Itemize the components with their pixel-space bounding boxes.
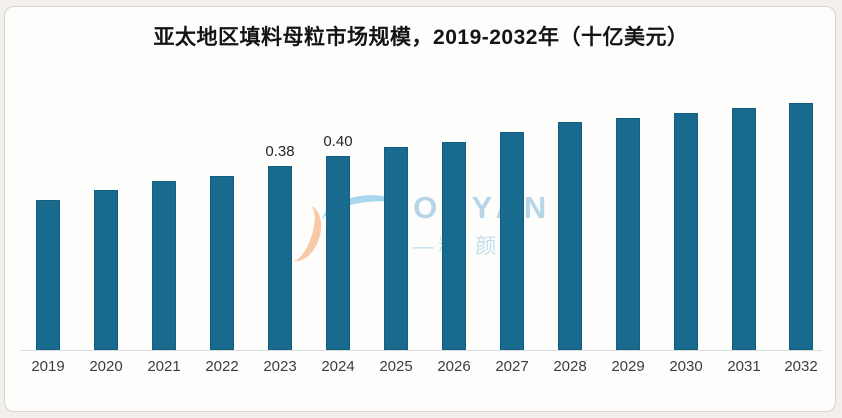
bar-2032 xyxy=(789,103,813,350)
bar-2027 xyxy=(500,132,524,350)
bar-2026 xyxy=(442,142,466,350)
x-tick-label-2026: 2026 xyxy=(437,358,471,375)
bar-2030 xyxy=(674,113,698,350)
x-tick-label-2029: 2029 xyxy=(611,358,645,375)
bar-2029 xyxy=(616,118,640,350)
x-tick-label-2030: 2030 xyxy=(669,358,703,375)
x-tick-label-2031: 2031 xyxy=(727,358,761,375)
x-tick-label-2020: 2020 xyxy=(89,358,123,375)
x-tick-label-2025: 2025 xyxy=(379,358,413,375)
bar-2031 xyxy=(732,108,756,350)
bar-value-label-2023: 0.38 xyxy=(265,143,295,160)
x-tick-label-2032: 2032 xyxy=(784,358,818,375)
x-tick-label-2023: 2023 xyxy=(263,358,297,375)
bar-2022 xyxy=(210,176,234,350)
bar-2023 xyxy=(268,166,292,350)
bar-value-label-2024: 0.40 xyxy=(323,133,353,150)
bar-2025 xyxy=(384,147,408,350)
x-tick-label-2021: 2021 xyxy=(147,358,181,375)
x-tick-label-2027: 2027 xyxy=(495,358,529,375)
x-tick-label-2019: 2019 xyxy=(31,358,65,375)
bar-2024 xyxy=(326,156,350,350)
bar-2028 xyxy=(558,122,582,350)
bar-2019 xyxy=(36,200,60,350)
x-tick-label-2024: 2024 xyxy=(321,358,355,375)
x-tick-label-2022: 2022 xyxy=(205,358,239,375)
x-tick-label-2028: 2028 xyxy=(553,358,587,375)
x-axis-line xyxy=(20,350,822,351)
bar-2020 xyxy=(94,190,118,350)
bar-2021 xyxy=(152,181,176,350)
chart-title: 亚太地区填料母粒市场规模，2019-2032年（十亿美元） xyxy=(153,26,689,49)
